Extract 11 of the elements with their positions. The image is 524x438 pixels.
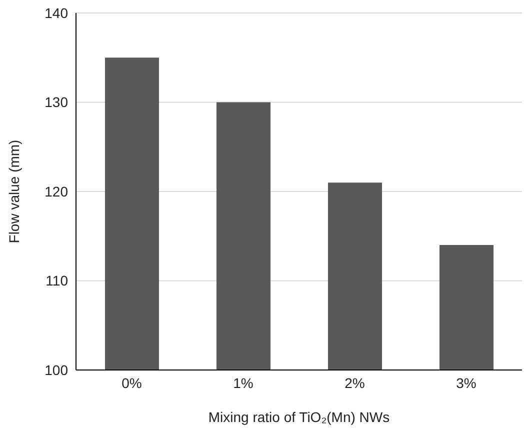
x-tick-label: 3% bbox=[456, 374, 476, 391]
y-tick-label: 110 bbox=[46, 272, 68, 289]
y-axis-title: Flow value (mm) bbox=[6, 140, 22, 244]
y-tick-label: 140 bbox=[44, 4, 68, 21]
x-tick-label: 2% bbox=[344, 374, 365, 391]
x-axis-title: Mixing ratio of TiO₂(Mn) NWs bbox=[208, 409, 390, 425]
y-tick-label: 130 bbox=[44, 94, 68, 110]
y-tick-label: 100 bbox=[44, 362, 68, 378]
y-tick-label: 120 bbox=[44, 183, 68, 200]
x-tick-label: 0% bbox=[122, 374, 142, 391]
x-tick-label: 1% bbox=[233, 374, 254, 391]
